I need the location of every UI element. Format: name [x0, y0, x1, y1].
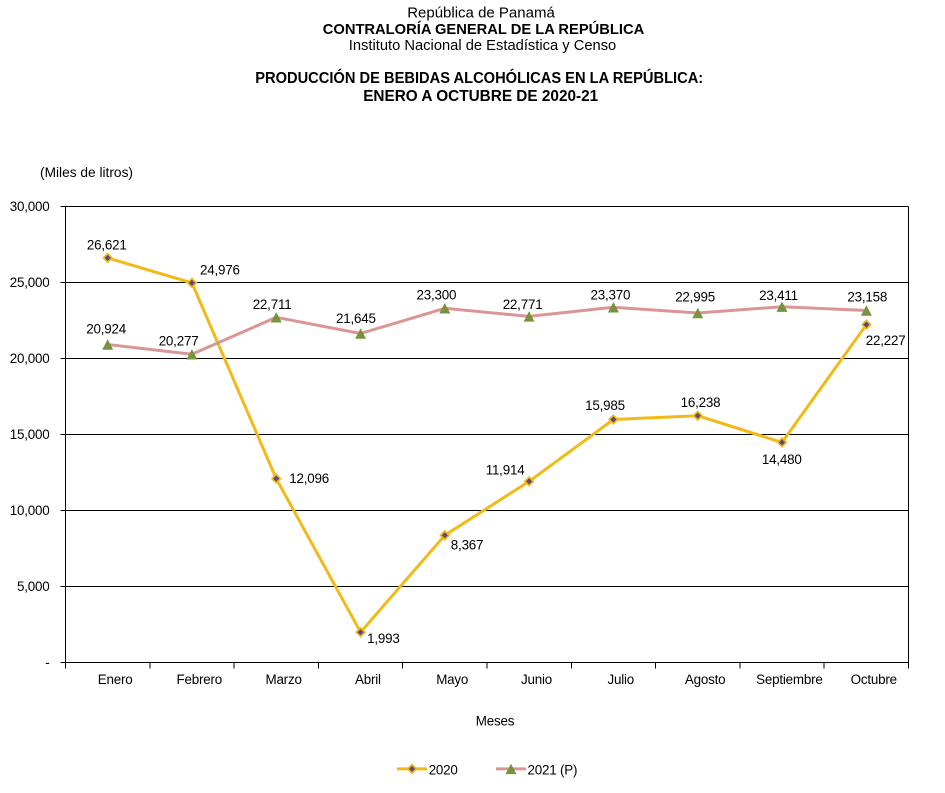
svg-text:25,000: 25,000: [10, 275, 50, 290]
svg-text:24,976: 24,976: [200, 263, 240, 278]
svg-text:11,914: 11,914: [486, 463, 526, 478]
svg-text:22,227: 22,227: [866, 333, 906, 348]
svg-text:Enero: Enero: [98, 672, 133, 687]
svg-text:1,993: 1,993: [367, 631, 400, 646]
svg-text:CONTRALORÍA GENERAL DE LA REPÚ: CONTRALORÍA GENERAL DE LA REPÚBLICA: [323, 20, 645, 38]
svg-text:22,995: 22,995: [675, 289, 715, 304]
svg-text:10,000: 10,000: [10, 503, 50, 518]
svg-text:República de Panamá: República de Panamá: [407, 5, 555, 22]
svg-text:15,985: 15,985: [585, 398, 625, 413]
svg-text:8,367: 8,367: [451, 538, 484, 553]
svg-text:12,096: 12,096: [289, 471, 329, 486]
svg-text:20,000: 20,000: [10, 351, 50, 366]
svg-text:23,158: 23,158: [847, 290, 887, 305]
svg-text:30,000: 30,000: [10, 199, 50, 214]
svg-text:Mayo: Mayo: [436, 672, 468, 687]
svg-text:Octubre: Octubre: [851, 672, 897, 687]
svg-text:14,480: 14,480: [762, 452, 802, 467]
svg-text:Instituto Nacional de Estadíst: Instituto Nacional de Estadística y Cens…: [349, 37, 617, 54]
svg-text:16,238: 16,238: [681, 395, 721, 410]
svg-text:ENERO A OCTUBRE DE 2020-21: ENERO A OCTUBRE DE 2020-21: [363, 88, 598, 105]
svg-text:-: -: [45, 655, 49, 670]
svg-text:15,000: 15,000: [10, 427, 50, 442]
svg-text:Septiembre: Septiembre: [756, 672, 822, 687]
svg-text:(Miles de litros): (Miles de litros): [40, 165, 133, 180]
svg-text:2020: 2020: [429, 762, 458, 777]
svg-text:Meses: Meses: [476, 713, 515, 728]
svg-text:23,300: 23,300: [417, 288, 457, 303]
svg-text:Febrero: Febrero: [177, 672, 223, 687]
svg-text:22,711: 22,711: [253, 297, 292, 312]
svg-text:21,645: 21,645: [336, 311, 376, 326]
svg-text:22,771: 22,771: [503, 297, 543, 312]
svg-text:Marzo: Marzo: [265, 672, 301, 687]
svg-text:26,621: 26,621: [87, 237, 127, 252]
svg-text:2021 (P): 2021 (P): [528, 762, 578, 777]
svg-text:PRODUCCIÓN DE BEBIDAS ALCOHÓLI: PRODUCCIÓN DE BEBIDAS ALCOHÓLICAS EN LA …: [255, 68, 703, 87]
svg-text:Junio: Junio: [521, 672, 552, 687]
svg-text:Julio: Julio: [608, 672, 635, 687]
svg-text:Agosto: Agosto: [685, 672, 726, 687]
svg-text:23,411: 23,411: [759, 288, 798, 303]
svg-text:23,370: 23,370: [591, 288, 631, 303]
svg-text:20,924: 20,924: [86, 321, 127, 336]
svg-text:5,000: 5,000: [17, 579, 50, 594]
svg-text:Abril: Abril: [355, 672, 381, 687]
svg-text:20,277: 20,277: [159, 334, 199, 349]
